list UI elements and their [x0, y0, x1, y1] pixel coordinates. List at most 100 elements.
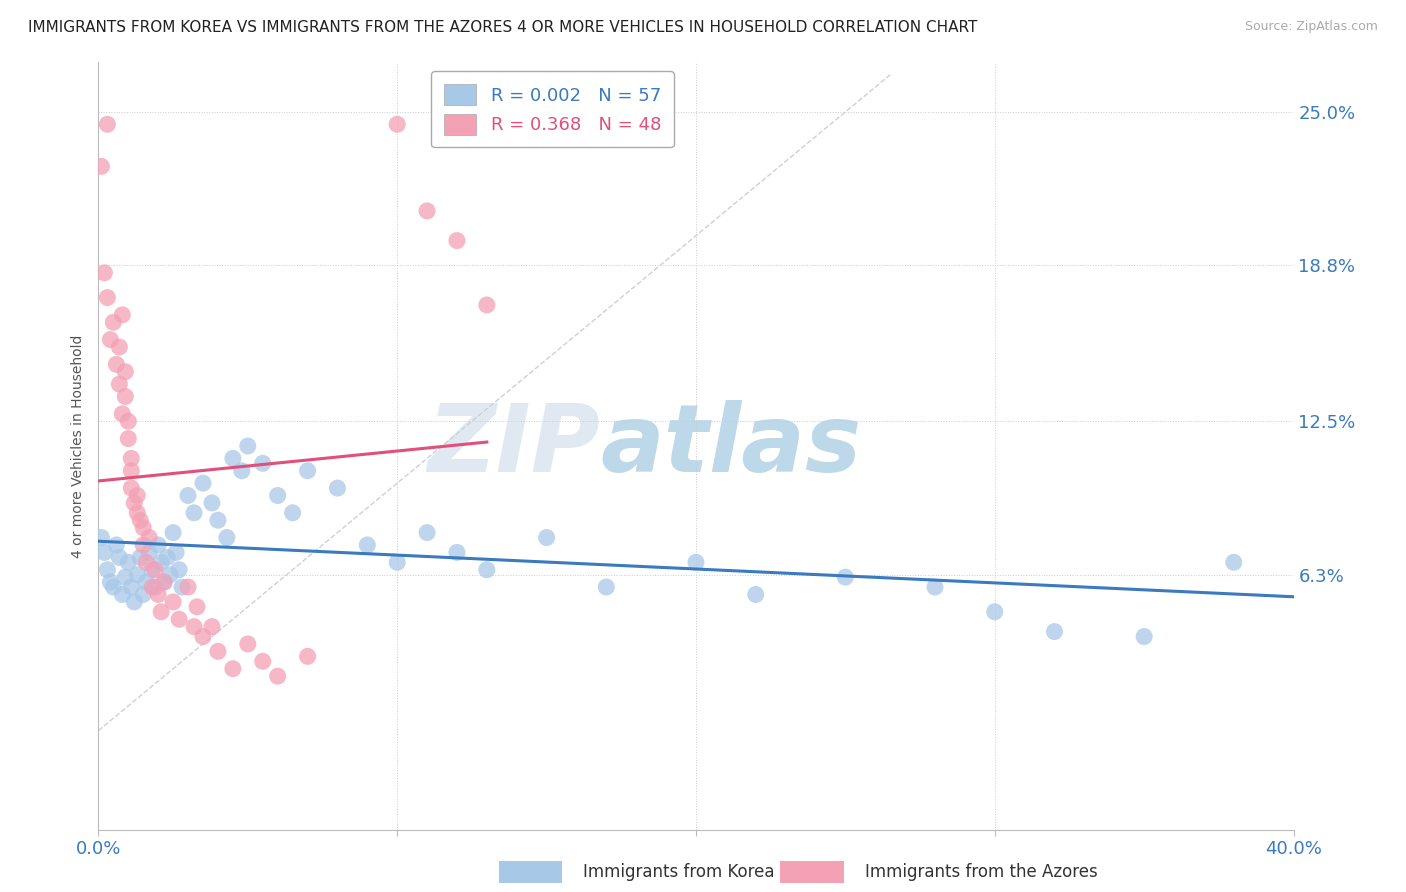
Point — [150, 605, 173, 619]
Point — [153, 575, 176, 590]
Point — [834, 570, 856, 584]
Point — [111, 407, 134, 421]
Point — [595, 580, 617, 594]
Point — [191, 630, 214, 644]
Point — [132, 538, 155, 552]
Point — [150, 555, 173, 569]
Point — [105, 357, 128, 371]
Point — [416, 525, 439, 540]
Point — [356, 538, 378, 552]
Point — [132, 521, 155, 535]
Point — [132, 587, 155, 601]
Point — [475, 563, 498, 577]
Point — [96, 291, 118, 305]
Point — [191, 476, 214, 491]
Text: IMMIGRANTS FROM KOREA VS IMMIGRANTS FROM THE AZORES 4 OR MORE VEHICLES IN HOUSEH: IMMIGRANTS FROM KOREA VS IMMIGRANTS FROM… — [28, 20, 977, 35]
Point — [93, 545, 115, 559]
Point — [111, 587, 134, 601]
Text: Immigrants from the Azores: Immigrants from the Azores — [865, 863, 1098, 881]
Text: Immigrants from Korea: Immigrants from Korea — [583, 863, 775, 881]
Point — [252, 456, 274, 470]
Point — [536, 531, 558, 545]
Point — [222, 451, 245, 466]
Point — [177, 580, 200, 594]
Point — [108, 377, 131, 392]
Point — [120, 464, 142, 478]
Point — [984, 605, 1007, 619]
Legend: R = 0.002   N = 57, R = 0.368   N = 48: R = 0.002 N = 57, R = 0.368 N = 48 — [432, 71, 673, 147]
Point — [267, 488, 290, 502]
Point — [124, 595, 146, 609]
Point — [153, 575, 176, 590]
Point — [138, 545, 160, 559]
Point — [129, 550, 152, 565]
Point — [165, 545, 187, 559]
Point — [745, 587, 768, 601]
Point — [236, 637, 259, 651]
Point — [129, 513, 152, 527]
Point — [1133, 630, 1156, 644]
Point — [385, 555, 409, 569]
Point — [124, 496, 146, 510]
Point — [138, 531, 160, 545]
Point — [143, 563, 166, 577]
Point — [167, 563, 190, 577]
Point — [201, 620, 224, 634]
Point — [252, 654, 274, 668]
Point — [105, 538, 128, 552]
Point — [111, 308, 134, 322]
Point — [103, 315, 125, 329]
Point — [326, 481, 349, 495]
Point — [141, 563, 163, 577]
Point — [108, 340, 131, 354]
Point — [114, 570, 136, 584]
Point — [167, 612, 190, 626]
Point — [201, 496, 224, 510]
Point — [231, 464, 253, 478]
Point — [236, 439, 259, 453]
Point — [222, 662, 245, 676]
Point — [127, 506, 149, 520]
Point — [143, 580, 166, 594]
Point — [98, 575, 122, 590]
Point — [127, 567, 149, 582]
Point — [120, 451, 142, 466]
Point — [135, 575, 157, 590]
Point — [385, 117, 409, 131]
Point — [96, 563, 118, 577]
Point — [117, 555, 139, 569]
Point — [96, 117, 118, 131]
Point — [135, 555, 157, 569]
Y-axis label: 4 or more Vehicles in Household: 4 or more Vehicles in Household — [72, 334, 86, 558]
Point — [475, 298, 498, 312]
Point — [416, 203, 439, 218]
Point — [183, 620, 205, 634]
Text: ZIP: ZIP — [427, 400, 600, 492]
Point — [148, 538, 170, 552]
Point — [267, 669, 290, 683]
Point — [120, 481, 142, 495]
Point — [156, 550, 179, 565]
Point — [141, 580, 163, 594]
Point — [172, 580, 194, 594]
Point — [108, 550, 131, 565]
Point — [177, 488, 200, 502]
Point — [114, 365, 136, 379]
Point — [215, 531, 238, 545]
Point — [159, 567, 181, 582]
Point — [90, 160, 112, 174]
Point — [446, 234, 468, 248]
Point — [98, 333, 122, 347]
Point — [207, 513, 229, 527]
Point — [117, 432, 139, 446]
Point — [120, 580, 142, 594]
Point — [117, 414, 139, 428]
Point — [297, 649, 319, 664]
Point — [924, 580, 946, 594]
Point — [90, 531, 112, 545]
Point — [281, 506, 304, 520]
Text: atlas: atlas — [600, 400, 862, 492]
Point — [446, 545, 468, 559]
Point — [1223, 555, 1246, 569]
Point — [207, 644, 229, 658]
